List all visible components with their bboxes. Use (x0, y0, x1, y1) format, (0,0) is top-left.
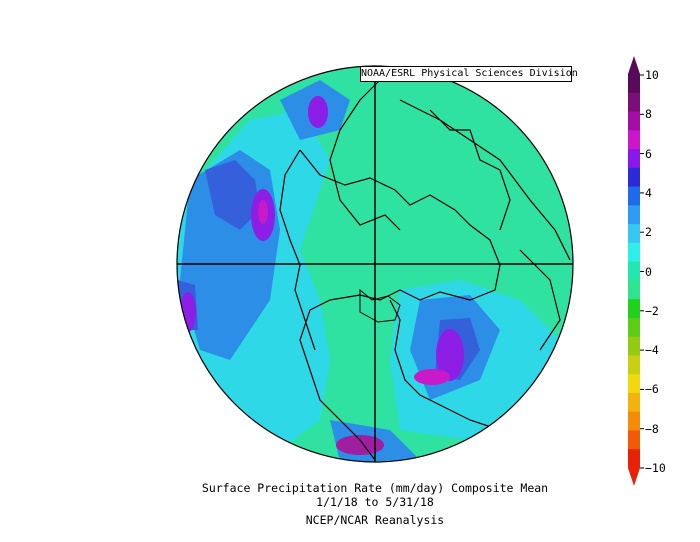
colorbar-max-arrow (628, 56, 640, 74)
colorbar (628, 56, 644, 486)
colorbar-swatch (628, 111, 640, 131)
colorbar-swatch (628, 411, 640, 431)
colorbar-swatch (628, 74, 640, 94)
colorbar-tick-label: 8 (645, 107, 652, 122)
colorbar-swatch (628, 92, 640, 113)
colorbar-tick-label: 4 (645, 185, 652, 200)
colorbar-swatch (628, 149, 640, 169)
colorbar-min-arrow (628, 468, 640, 486)
caption-source: NCEP/NCAR Reanalysis (305, 513, 445, 527)
colorbar-swatch (628, 317, 640, 338)
colorbar-tick-label: −2 (645, 303, 659, 318)
colorbar-swatch (628, 130, 640, 150)
colorbar-swatch (628, 261, 640, 281)
colorbar-swatch (628, 205, 640, 225)
colorbar-swatch (628, 299, 640, 319)
colorbar-swatch (628, 280, 640, 300)
colorbar-swatch (628, 355, 640, 375)
colorbar-swatch (628, 224, 640, 244)
colorbar-tick-label: −8 (645, 421, 659, 436)
colorbar-tick-label: −6 (645, 382, 659, 397)
colorbar-swatch (628, 186, 640, 206)
caption-title: Surface Precipitation Rate (mm/day) Comp… (201, 481, 549, 495)
colorbar-swatch (628, 430, 640, 450)
colorbar-tick-label: 6 (645, 146, 652, 161)
colorbar-swatch (628, 336, 640, 356)
colorbar-swatch (628, 374, 640, 394)
colorbar-tick-label: −4 (645, 343, 659, 358)
colorbar-swatch (628, 167, 640, 188)
colorbar-tick-label: 2 (645, 225, 652, 240)
colorbar-swatch (628, 242, 640, 263)
credit-label: NOAA/ESRL Physical Sciences Division (360, 66, 578, 82)
colorbar-tick-label: 0 (645, 264, 652, 279)
caption-date-range: 1/1/18 to 5/31/18 (316, 495, 434, 509)
land-outline (279, 79, 571, 461)
colorbar-swatch (628, 449, 640, 469)
colorbar-swatch (628, 392, 640, 413)
colorbar-tick-label: 10 (645, 68, 659, 82)
colorbar-tick-label: −10 (645, 461, 666, 475)
